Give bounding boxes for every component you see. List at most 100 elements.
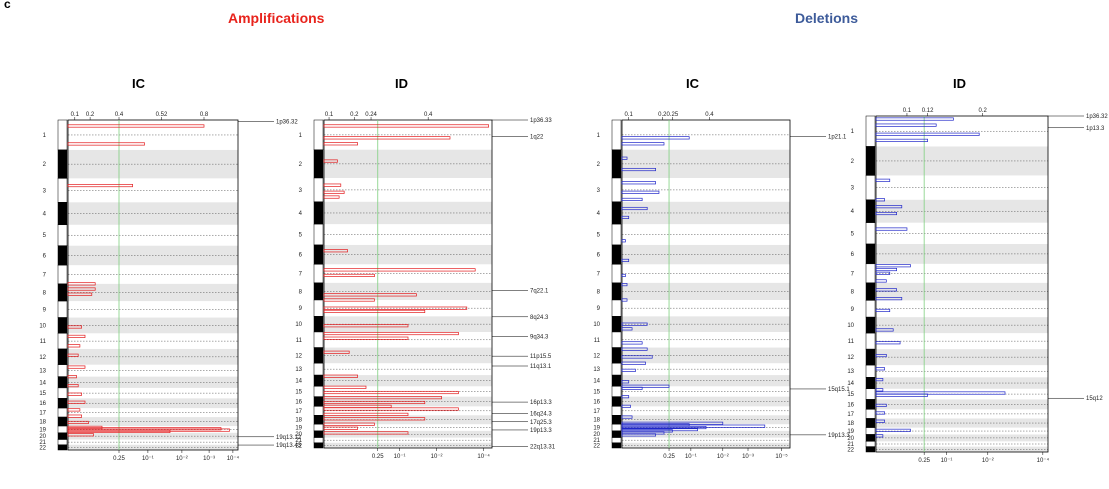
ideogram-segment — [865, 175, 876, 201]
ideogram-segment — [865, 377, 876, 390]
ideogram-segment — [313, 437, 324, 444]
score-bar — [621, 404, 631, 408]
score-bar — [67, 325, 82, 329]
score-bar — [621, 273, 626, 277]
ideogram-segment — [865, 332, 876, 350]
peak-label: 16p13.3 — [530, 400, 552, 406]
bottom-tick-label: 10⁻² — [431, 454, 443, 460]
plot-frame — [875, 115, 1049, 453]
panel-title-del-ic: IC — [686, 76, 699, 91]
chromosome-label: 2 — [299, 162, 303, 168]
score-bar — [67, 400, 86, 404]
top-tick-label: 0.2 — [658, 112, 667, 118]
score-bar — [621, 239, 626, 243]
bottom-tick-label: 0.25 — [372, 454, 384, 460]
score-bar — [323, 374, 358, 378]
score-bar — [67, 334, 86, 338]
peak-label: 11q13.1 — [530, 364, 552, 370]
chromosome-label: 5 — [597, 233, 601, 239]
score-bar — [67, 433, 94, 437]
ideogram-segment — [865, 263, 876, 284]
bottom-tick-label: 0.25 — [113, 456, 125, 462]
chromosome-label: 20 — [295, 432, 302, 438]
chromosome-label: 6 — [299, 253, 303, 259]
chromosome-label: 19 — [295, 426, 302, 432]
score-bar — [621, 421, 724, 425]
chromosome-label: 15 — [295, 389, 302, 395]
score-bar — [621, 258, 630, 262]
score-bar — [621, 298, 628, 302]
ideogram-segment — [57, 283, 68, 302]
chromosome-label: 4 — [43, 212, 47, 218]
ideogram-segment — [865, 418, 876, 428]
chromosome-label: 7 — [43, 273, 47, 279]
ideogram-segment — [57, 178, 68, 203]
score-bar — [875, 428, 911, 432]
top-tick-label: 0.52 — [156, 112, 168, 118]
ideogram-segment — [865, 222, 876, 245]
chromosome-band — [876, 282, 1048, 301]
ideogram-segment — [611, 331, 622, 348]
score-bar — [875, 403, 887, 407]
chromosome-label: 7 — [299, 272, 303, 278]
chromosome-label: 22 — [295, 443, 302, 449]
chromosome-label: 12 — [39, 355, 46, 361]
ideogram-segment — [313, 119, 324, 151]
ideogram-segment — [865, 364, 876, 378]
score-bar — [875, 132, 980, 136]
chromosome-label: 11 — [40, 339, 47, 345]
panel-letter: c — [4, 0, 11, 11]
score-bar — [323, 385, 367, 389]
chromosome-label: 19 — [593, 426, 600, 432]
chromosome-label: 7 — [597, 272, 601, 278]
chromosome-label: 8 — [43, 290, 47, 296]
ideogram-segment — [57, 364, 68, 377]
chromosome-label: 9 — [299, 306, 303, 312]
top-tick-label: 0.2 — [978, 108, 987, 114]
chromosome-label: 3 — [597, 188, 601, 194]
ideogram-segment — [865, 441, 876, 447]
chromosome-label: 2 — [43, 162, 47, 168]
peak-label: 19p13.3 — [828, 433, 850, 439]
ideogram-segment — [865, 446, 876, 453]
bottom-tick-label: 10⁻⁴ — [227, 455, 240, 462]
ideogram-segment — [611, 264, 622, 284]
ideogram-segment — [611, 223, 622, 246]
score-bar — [621, 415, 633, 419]
chromosome-label: 8 — [597, 289, 601, 295]
ideogram-segment — [57, 202, 68, 226]
score-bar — [621, 433, 656, 437]
chromosome-label: 12 — [593, 353, 600, 359]
ideogram-segment — [611, 201, 622, 225]
ideogram-segment — [865, 199, 876, 223]
ideogram-segment — [865, 348, 876, 366]
score-bar — [323, 183, 342, 187]
chromosome-label: 13 — [39, 369, 46, 375]
bottom-tick-label: 10⁻⁵ — [775, 453, 788, 460]
chromosome-label: 17 — [847, 412, 854, 418]
ideogram-segment — [611, 177, 622, 203]
score-bar — [621, 215, 630, 219]
top-tick-label: 0.2 — [350, 112, 359, 118]
peak-label: 19q13.43 — [276, 443, 302, 449]
top-tick-label: 0.8 — [200, 112, 209, 118]
score-bar — [875, 388, 884, 392]
ideogram-segment — [313, 406, 324, 416]
chromosome-label: 22 — [847, 447, 854, 453]
ideogram-segment — [313, 299, 324, 317]
score-bar — [67, 292, 93, 296]
score-bar — [875, 198, 885, 202]
chromosome-label: 12 — [847, 355, 854, 361]
ideogram-segment — [611, 406, 622, 416]
bottom-tick-label: 10⁻² — [176, 456, 188, 462]
top-tick-label: 0.1 — [625, 112, 634, 118]
ideogram-segment — [611, 386, 622, 397]
score-bar — [323, 390, 459, 395]
ideogram-segment — [611, 316, 622, 333]
score-bar — [621, 431, 665, 435]
bottom-tick-label: 10⁻¹ — [142, 456, 154, 462]
score-bar — [323, 412, 409, 416]
ideogram-segment — [611, 415, 622, 425]
